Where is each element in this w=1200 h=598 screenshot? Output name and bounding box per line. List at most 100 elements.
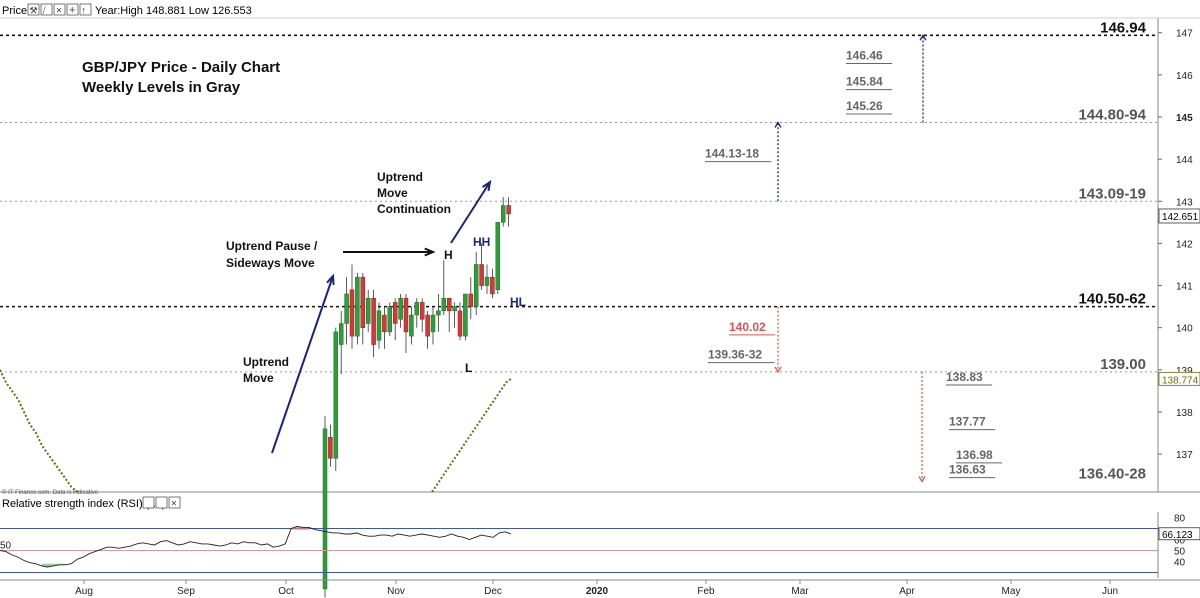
moving-average [0,369,513,493]
annotation-hl: HL [510,295,526,309]
y-tick-label: 140 [1176,324,1193,335]
x-tick-label: Dec [484,586,502,597]
wrench-icon[interactable] [27,3,40,16]
y-tick-label: 142 [1176,239,1193,250]
annotation-uptrend-move: Uptrend Move [243,355,289,385]
candle-body [473,264,479,307]
target-label: 145.26 [846,99,883,113]
candle-body [392,302,398,324]
y-tick-label: 146 [1176,71,1193,82]
candle-body [376,310,382,341]
continuation-arrow [450,181,491,244]
candle-body [484,276,490,286]
level-label: 139.00 [1100,356,1146,373]
ma-value: 138.774 [1162,375,1199,386]
annotation-text: Uptrend [377,170,423,184]
target-label: 146.46 [846,48,883,62]
rsi-label: Relative strength index (RSI) (14) [2,498,165,510]
candle-body [479,264,484,286]
candle-body [338,323,344,345]
current-price-value: 142.651 [1162,212,1199,223]
y-tick-label: 141 [1176,282,1193,293]
candle-body [333,331,339,459]
y-tick-label: 147 [1176,29,1193,40]
rsi-current-tag [1158,527,1200,541]
x-tick-label: 2020 [586,586,609,597]
target-label: 144.13-18 [705,147,759,161]
plus-icon[interactable] [66,3,79,16]
wrench-icon[interactable] [142,496,155,509]
annotation-hh: HH [473,235,490,249]
annotation-text: Move [243,371,274,385]
close-icon[interactable] [53,3,66,16]
candle-body [355,276,360,337]
x-tick-label: Aug [75,586,93,597]
candle-body [463,293,468,337]
chart-glyph: ⧸ [43,6,47,16]
candle-body [414,302,420,316]
arrow-up-146-head [919,34,927,41]
header-icons[interactable]: × + ↑ ⚒ ⧸ [27,3,92,17]
candle-body [436,310,441,316]
ma-line-right [431,377,513,493]
up-arrow-icon[interactable] [79,3,92,16]
annotation-arrows [271,34,927,483]
rsi-header: Relative strength index (RSI) (14) × [2,496,181,510]
close-icon[interactable] [168,496,181,509]
y-tick-label: 139 [1176,366,1193,377]
rsi-tick-label: 50 [1174,547,1186,558]
current-price-tag [1158,208,1200,224]
candle-body [365,297,371,324]
annotation-l: L [465,361,472,375]
candle-body [457,310,463,337]
annotation-text: Move [377,186,408,200]
annotation-text: Sideways Move [226,256,315,270]
ma-value-tag [1158,371,1200,386]
candle-body [328,436,333,459]
candle-body [371,297,376,345]
chart-subtitle: Weekly Levels in Gray [82,79,241,96]
level-label: 146.94 [1100,19,1147,36]
y-tick-label: 143 [1176,197,1193,208]
level-label: 136.40-28 [1078,465,1146,482]
candle-body [419,302,425,320]
level-label: 140.50-62 [1078,291,1146,308]
y-tick-label: 145 [1176,113,1193,124]
year-range-info: Year:High 148.881 Low 126.553 [95,5,252,17]
level-lines: 146.94 144.80-94 143.09-19 140.50-62 139.00 1… [0,19,1158,482]
rsi-current-value: 66.123 [1162,530,1193,541]
watermark: © IT-Finance.com. Data is indicative [2,489,99,496]
candle-body [506,205,511,215]
arrow-up-144-head [774,121,782,128]
annotation-continuation: Uptrend Move Continuation [377,170,451,216]
chart-icon[interactable] [155,496,168,509]
candlesticks [322,197,511,598]
close-glyph: × [171,499,177,510]
x-tick-label: Jun [1102,586,1118,597]
target-label: 139.36-32 [708,348,762,362]
sideways-arrow-head [424,247,436,257]
candle-body [398,297,403,320]
candle-body [452,306,457,312]
plot-frame [0,17,1200,493]
ma-line-left [0,369,79,493]
x-tick-label: Apr [899,586,915,597]
target-label: 137.77 [949,415,986,429]
wrench-glyph: ⚒ [30,6,38,16]
y-tick-label: 138 [1176,408,1193,419]
candle-body [495,222,501,291]
candle-body [387,306,393,333]
target-label: 136.98 [956,448,993,462]
level-label: 143.09-19 [1078,185,1146,202]
candle-body [322,428,328,590]
candle-body [441,297,447,312]
chart-icon[interactable] [40,3,53,16]
uptrend-arrow-head [326,273,335,286]
x-tick-label: Sep [177,586,195,597]
uptrend-arrow [271,275,334,454]
price-label: Price [2,5,27,17]
candle-body [446,297,452,312]
price-header: Price × + ↑ ⚒ ⧸ Year:High 148.881 Low 12… [2,3,252,17]
